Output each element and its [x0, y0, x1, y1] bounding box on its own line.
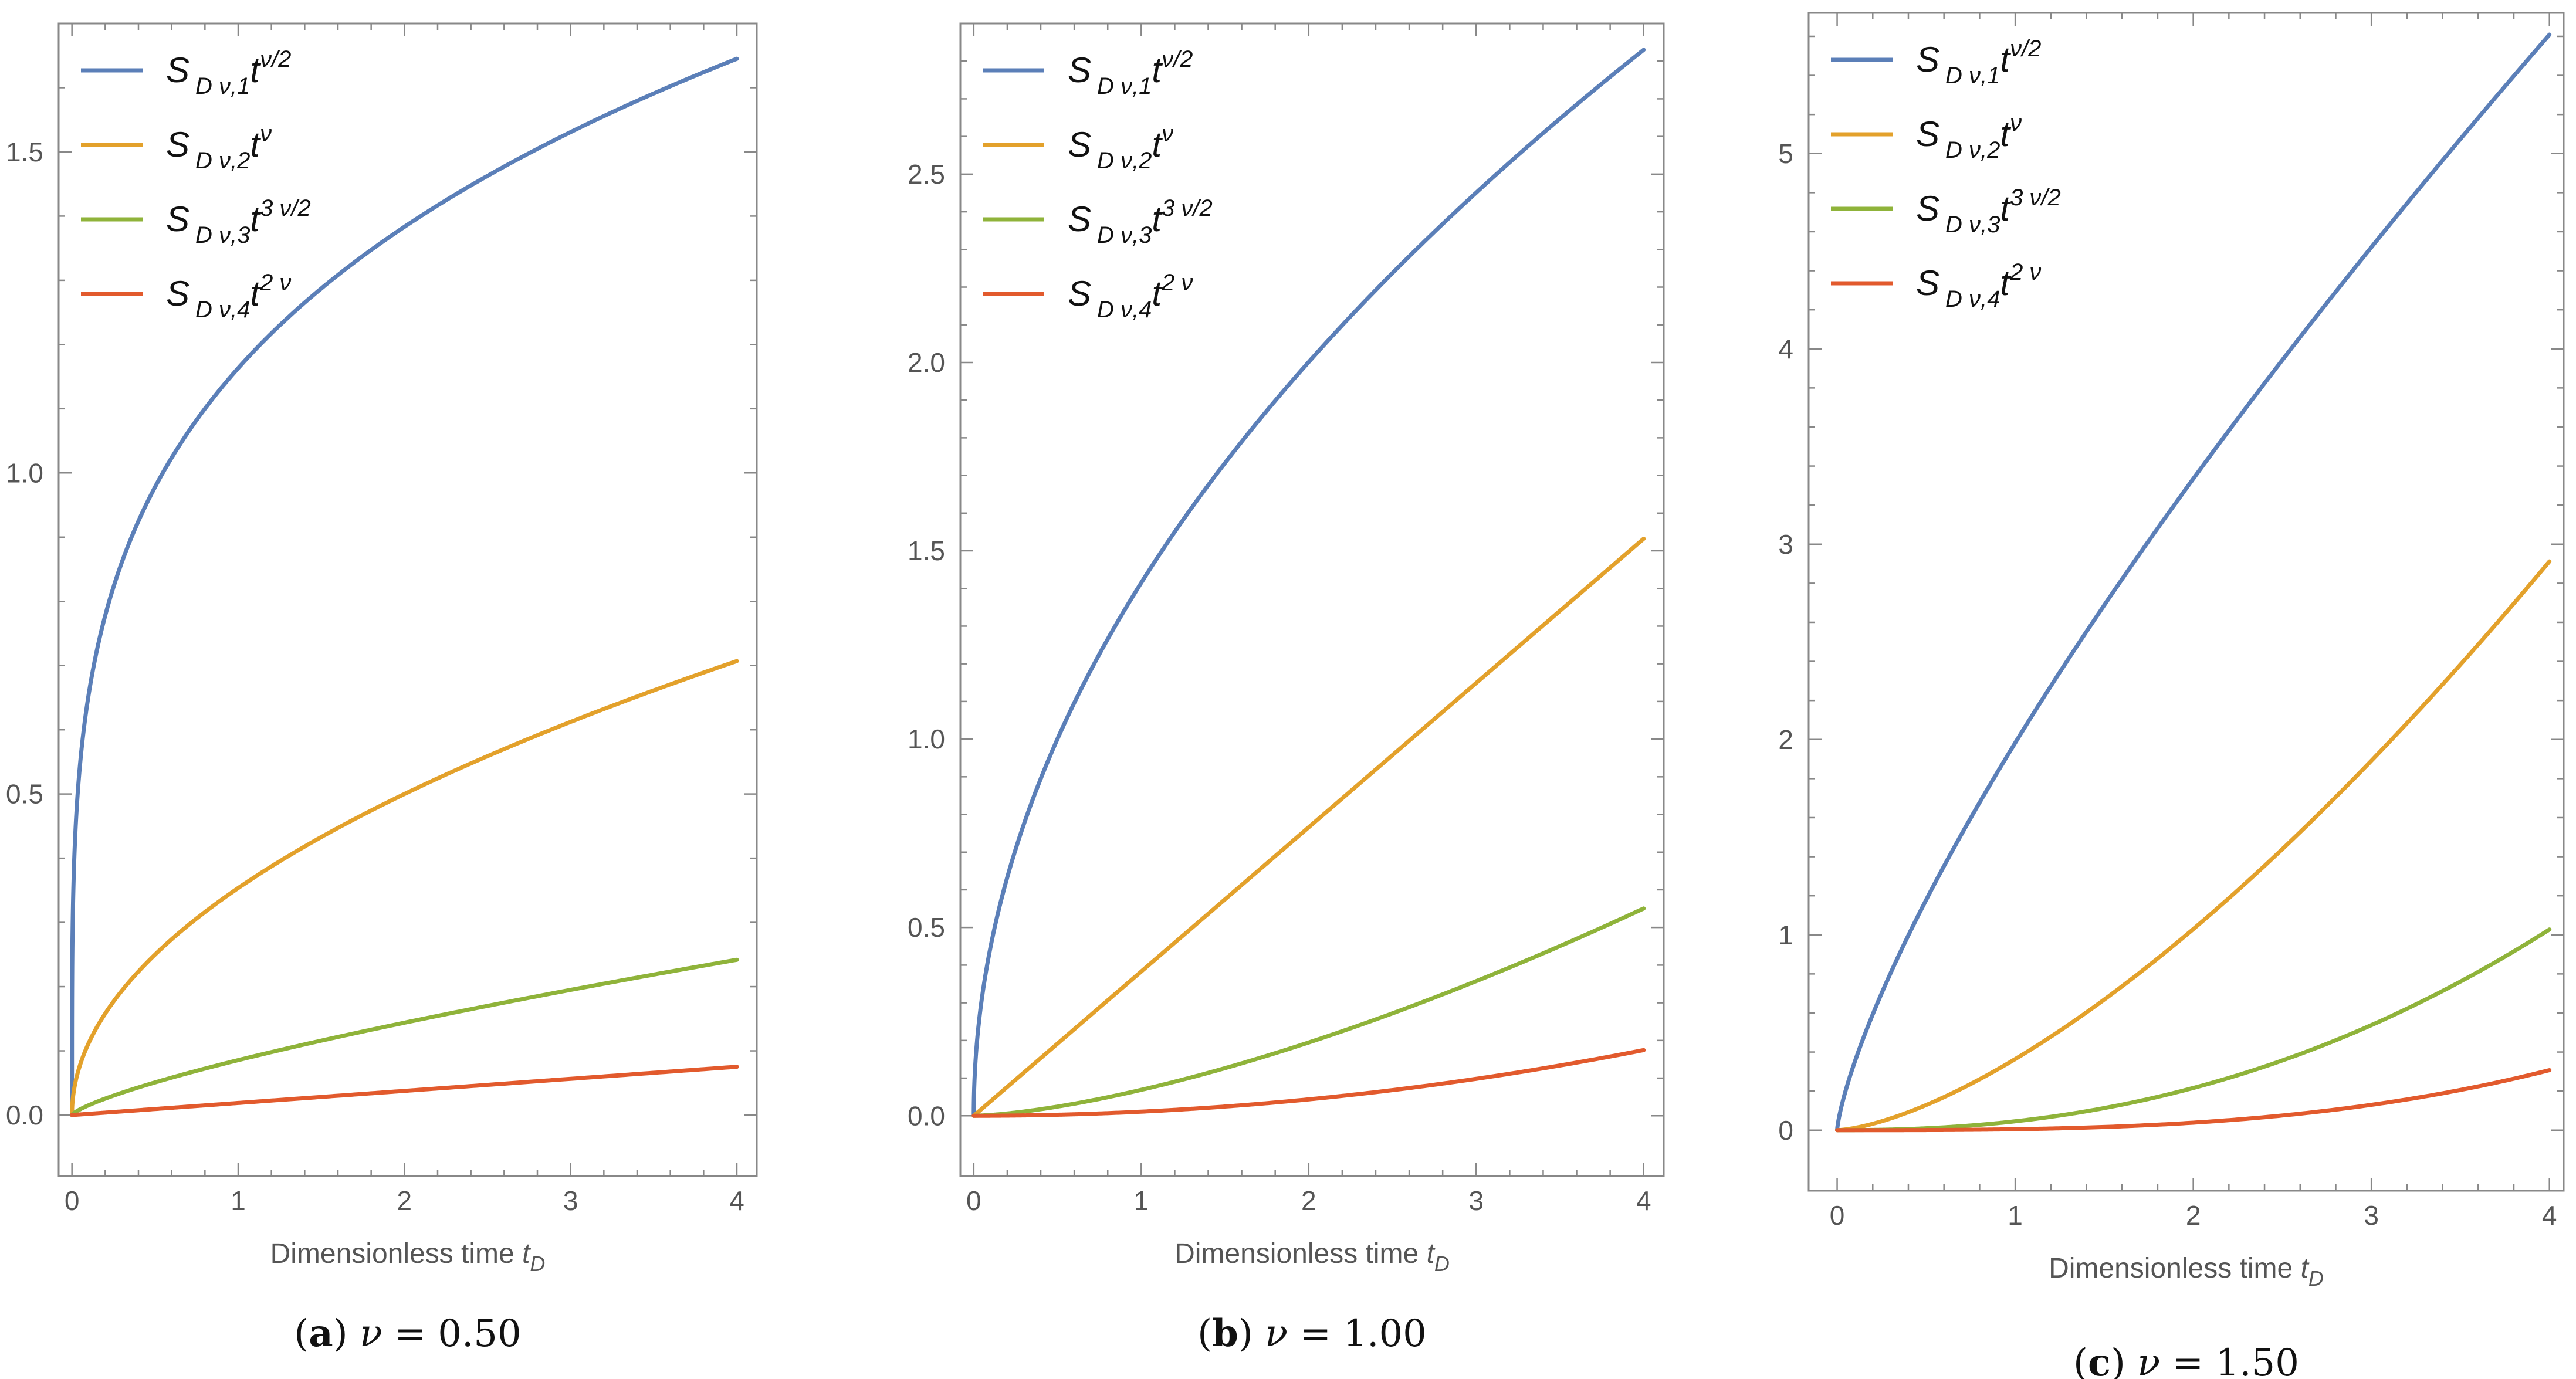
caption-b: (b) ν = 1.00 — [1197, 1312, 1427, 1356]
plot-frame-a — [57, 22, 758, 1177]
x-axis-label-b: Dimensionless time tD — [1174, 1238, 1450, 1276]
plot-frame-c — [1807, 12, 2565, 1192]
x-tick-label-c: 2 — [2186, 1200, 2201, 1231]
y-tick-label-a: 1.0 — [6, 458, 43, 488]
x-tick-label-b: 2 — [1301, 1185, 1316, 1216]
series-line-3-a — [70, 957, 739, 1117]
series-line-4-b — [971, 1048, 1646, 1118]
x-tick-label-a: 3 — [563, 1185, 578, 1216]
x-tick-label-c: 1 — [2008, 1200, 2023, 1231]
x-tick-label-b: 0 — [966, 1185, 981, 1216]
series-line-1-a — [70, 56, 739, 1117]
series-line-4-a — [70, 1065, 739, 1117]
series-line-2-a — [70, 659, 739, 1117]
caption-a: (a) ν = 0.50 — [294, 1312, 521, 1356]
series-line-4-c — [1835, 1068, 2552, 1133]
y-tick-label-b: 2.5 — [908, 159, 945, 189]
y-tick-label-b: 2.0 — [908, 347, 945, 378]
x-tick-label-b: 1 — [1134, 1185, 1149, 1216]
y-tick-label-c: 3 — [1778, 529, 1793, 560]
y-tick-label-c: 1 — [1778, 920, 1793, 950]
x-axis-label-c: Dimensionless time tD — [2049, 1253, 2324, 1290]
y-tick-label-b: 0.5 — [908, 912, 945, 943]
series-line-1-c — [1835, 32, 2552, 1133]
series-line-1-b — [971, 48, 1646, 1118]
x-tick-label-c: 0 — [1830, 1200, 1845, 1231]
series-line-2-c — [1835, 559, 2552, 1133]
x-tick-label-c: 4 — [2542, 1200, 2557, 1231]
panel-c: 0 1 2 3 4 0 1 2 3 4 5 S D ν,1tν/2 S D ν,2tν S D ν,3t3 ν/… — [1778, 12, 2565, 1379]
series-line-3-b — [971, 906, 1646, 1118]
y-tick-label-c: 0 — [1778, 1115, 1793, 1146]
y-tick-label-a: 1.5 — [6, 137, 43, 167]
caption-c: (c) ν = 1.50 — [2073, 1341, 2299, 1379]
x-tick-label-a: 4 — [729, 1185, 744, 1216]
plot-frame-b — [959, 22, 1665, 1177]
y-tick-label-a: 0.5 — [6, 779, 43, 809]
y-tick-label-b: 0.0 — [908, 1100, 945, 1131]
x-tick-label-a: 0 — [65, 1185, 80, 1216]
x-tick-label-b: 3 — [1468, 1185, 1484, 1216]
y-tick-label-b: 1.0 — [908, 724, 945, 754]
series-line-3-c — [1835, 927, 2552, 1133]
x-axis-label-a: Dimensionless time tD — [270, 1238, 546, 1276]
panel-a: 0 1 2 3 4 0.0 0.5 1.0 1.5 S D ν,1tν/2 S D ν,2tν S D ν,… — [6, 22, 758, 1356]
x-tick-label-a: 2 — [397, 1185, 412, 1216]
y-tick-label-a: 0.0 — [6, 1100, 43, 1130]
y-tick-label-c: 5 — [1778, 138, 1793, 169]
y-tick-label-b: 1.5 — [908, 536, 945, 566]
y-tick-label-c: 4 — [1778, 334, 1793, 364]
series-line-2-b — [971, 536, 1646, 1118]
x-tick-label-c: 3 — [2364, 1200, 2379, 1231]
x-tick-label-b: 4 — [1636, 1185, 1651, 1216]
panel-b: 0 1 2 3 4 0.0 0.5 1.0 1.5 2.0 2.5 S D ν,1tν/2 S D ν,2t… — [908, 22, 1665, 1356]
x-tick-label-a: 1 — [231, 1185, 246, 1216]
y-tick-label-c: 2 — [1778, 724, 1793, 755]
